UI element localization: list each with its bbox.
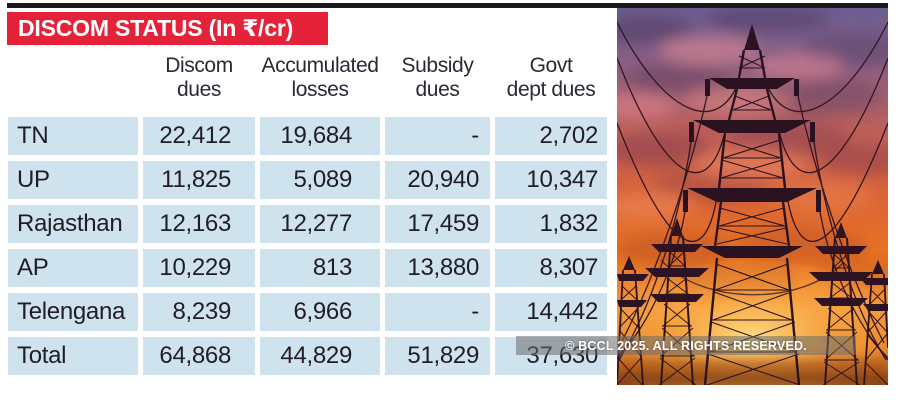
sunset-towers-illustration: [617, 8, 888, 385]
value-cell: -: [385, 293, 490, 331]
row-label: TN: [8, 117, 138, 155]
value-cell: 22,412: [143, 117, 255, 155]
col-header-line: Subsidy: [401, 54, 474, 77]
value-cell: 6,966: [260, 293, 380, 331]
col-header-subsidy-dues: Subsidy dues: [385, 51, 490, 102]
value-cell: 8,239: [143, 293, 255, 331]
power-towers-photo: [617, 8, 888, 385]
value-cell: -: [385, 117, 490, 155]
value-cell: 8,307: [495, 249, 607, 287]
value-cell: 64,868: [143, 337, 255, 375]
page-title: DISCOM STATUS (In ₹/cr): [18, 15, 294, 41]
copyright-text: © BCCL 2025. ALL RIGHTS RESERVED.: [565, 338, 807, 353]
col-header-discom-dues: Discom dues: [143, 51, 255, 102]
title-banner: DISCOM STATUS (In ₹/cr): [7, 12, 328, 45]
col-header-line: Govt: [529, 54, 573, 77]
value-cell: 19,684: [260, 117, 380, 155]
col-header-govt-dept-dues: Govt dept dues: [495, 51, 607, 102]
col-header-line: losses: [291, 78, 349, 101]
header-spacer: [8, 51, 138, 102]
header-row: Discom dues Accumulated losses Subsidy d…: [8, 51, 607, 102]
value-cell: 13,880: [385, 249, 490, 287]
row-label: UP: [8, 161, 138, 199]
value-cell: 813: [260, 249, 380, 287]
value-cell: 12,163: [143, 205, 255, 243]
col-header-line: dues: [177, 78, 221, 101]
col-header-accumulated-losses: Accumulated losses: [260, 51, 380, 102]
top-rule: [7, 3, 888, 8]
value-cell: 2,702: [495, 117, 607, 155]
value-cell: 10,229: [143, 249, 255, 287]
row-label-total: Total: [8, 337, 138, 375]
value-cell: 5,089: [260, 161, 380, 199]
value-cell: 44,829: [260, 337, 380, 375]
value-cell: 14,442: [495, 293, 607, 331]
value-cell: 51,829: [385, 337, 490, 375]
col-header-line: dept dues: [506, 78, 596, 101]
value-cell: 12,277: [260, 205, 380, 243]
row-label: AP: [8, 249, 138, 287]
value-cell: 20,940: [385, 161, 490, 199]
copyright-watermark: © BCCL 2025. ALL RIGHTS RESERVED.: [516, 336, 856, 355]
col-header-line: Discom: [165, 54, 233, 77]
col-header-line: Accumulated: [261, 54, 379, 77]
data-grid: TN 22,412 19,684 - 2,702 UP 11,825 5,089…: [8, 117, 607, 375]
value-cell: 17,459: [385, 205, 490, 243]
row-label: Rajasthan: [8, 205, 138, 243]
value-cell: 11,825: [143, 161, 255, 199]
row-label: Telengana: [8, 293, 138, 331]
value-cell: 1,832: [495, 205, 607, 243]
value-cell: 10,347: [495, 161, 607, 199]
col-header-line: dues: [415, 78, 460, 101]
